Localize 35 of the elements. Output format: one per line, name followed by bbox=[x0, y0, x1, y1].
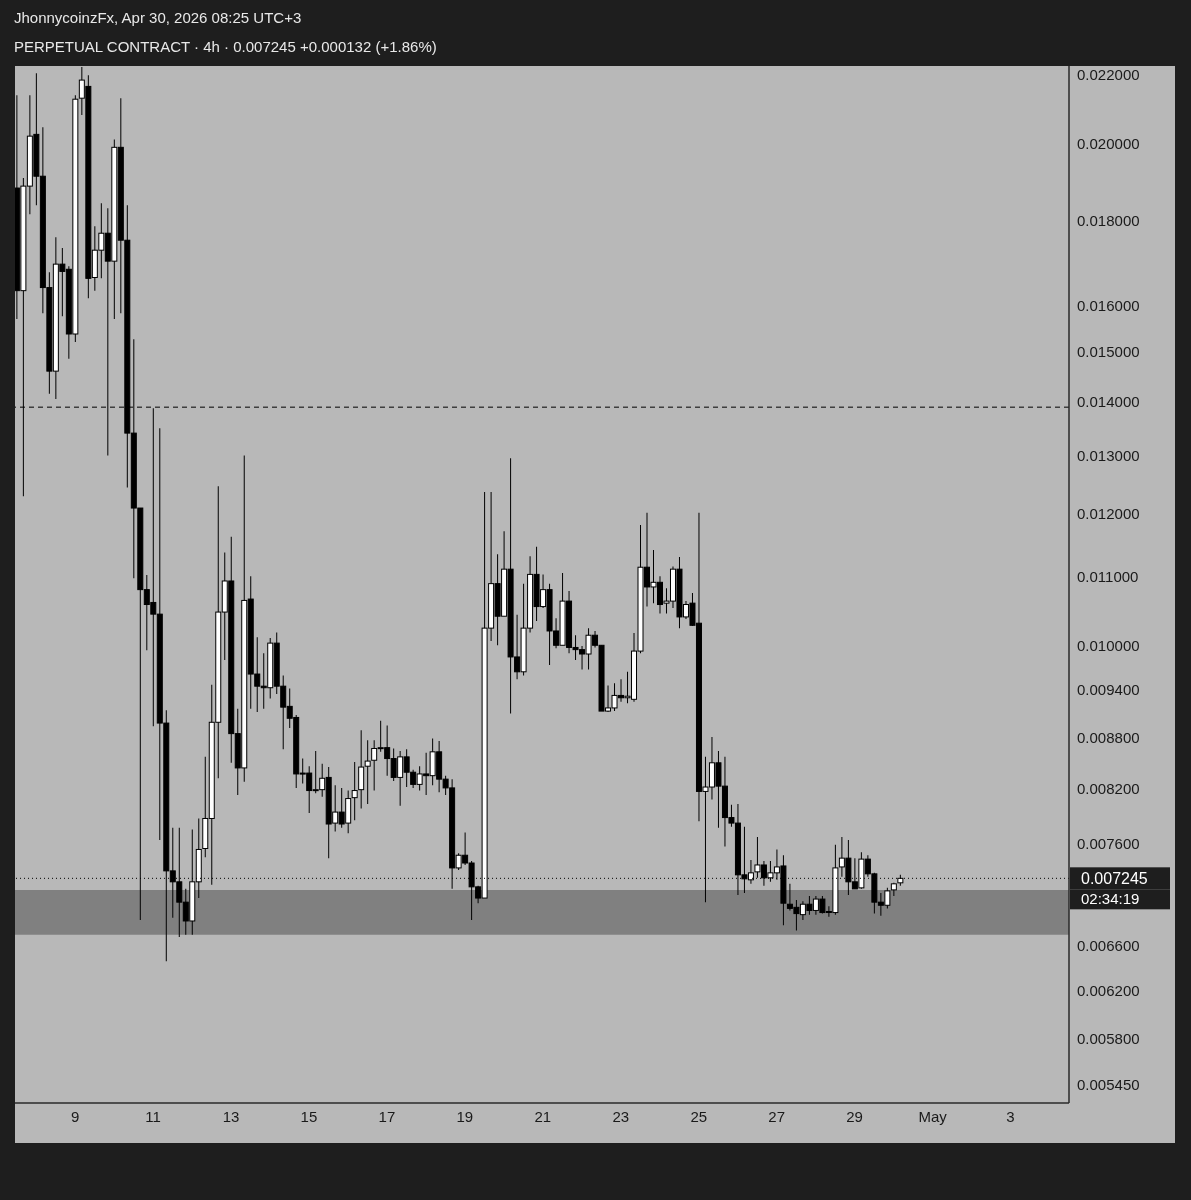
y-tick-label: 0.018000 bbox=[1077, 211, 1140, 229]
chart-title: PERPETUAL CONTRACT · 4h · 0.007245 +0.000132 (+1.86%) bbox=[14, 38, 437, 55]
x-tick-label: 17 bbox=[378, 1107, 396, 1125]
x-tick-label: 29 bbox=[846, 1107, 863, 1125]
y-tick-label: 0.020000 bbox=[1077, 135, 1140, 153]
x-tick-label: 3 bbox=[1006, 1107, 1015, 1125]
x-tick-label: 19 bbox=[456, 1107, 474, 1125]
y-tick-label: 0.010000 bbox=[1077, 636, 1140, 654]
y-tick-label: 0.006200 bbox=[1077, 982, 1140, 1000]
x-tick-label: 15 bbox=[300, 1107, 318, 1125]
y-tick-label: 0.005450 bbox=[1077, 1075, 1140, 1093]
y-tick-label: 0.006600 bbox=[1077, 937, 1140, 955]
x-tick-label: 23 bbox=[612, 1107, 630, 1125]
y-tick-label: 0.007600 bbox=[1077, 835, 1140, 853]
x-tick-label: 25 bbox=[690, 1107, 708, 1125]
ref-line-label: 0.007245 bbox=[1081, 870, 1148, 888]
text: JhonnycoinzFx, Apr 30, 2026 08:25 UTC+3 bbox=[14, 9, 302, 26]
x-tick-label: May bbox=[918, 1107, 948, 1125]
y-tick-label: 0.008200 bbox=[1077, 780, 1140, 798]
x-tick-label: 21 bbox=[534, 1107, 552, 1125]
text: 02:34:19 bbox=[1081, 890, 1140, 908]
y-tick-label: 0.012000 bbox=[1077, 504, 1140, 522]
y-tick-label: 0.022000 bbox=[1077, 66, 1140, 84]
y-tick-label: 0.014000 bbox=[1077, 393, 1140, 411]
y-tick-label: 0.011000 bbox=[1077, 567, 1139, 585]
x-tick-label: 11 bbox=[145, 1107, 161, 1125]
x-tick-label: 27 bbox=[768, 1107, 786, 1125]
y-tick-label: 0.008800 bbox=[1077, 729, 1140, 747]
y-tick-label: 0.015000 bbox=[1077, 343, 1140, 361]
x-tick-label: 9 bbox=[70, 1107, 80, 1125]
x-tick-label: 13 bbox=[222, 1107, 240, 1125]
y-tick-label: 0.016000 bbox=[1077, 296, 1140, 314]
y-tick-label: 0.013000 bbox=[1077, 446, 1140, 464]
y-tick-label: 0.009400 bbox=[1077, 681, 1140, 699]
y-tick-label: 0.005800 bbox=[1077, 1030, 1140, 1048]
